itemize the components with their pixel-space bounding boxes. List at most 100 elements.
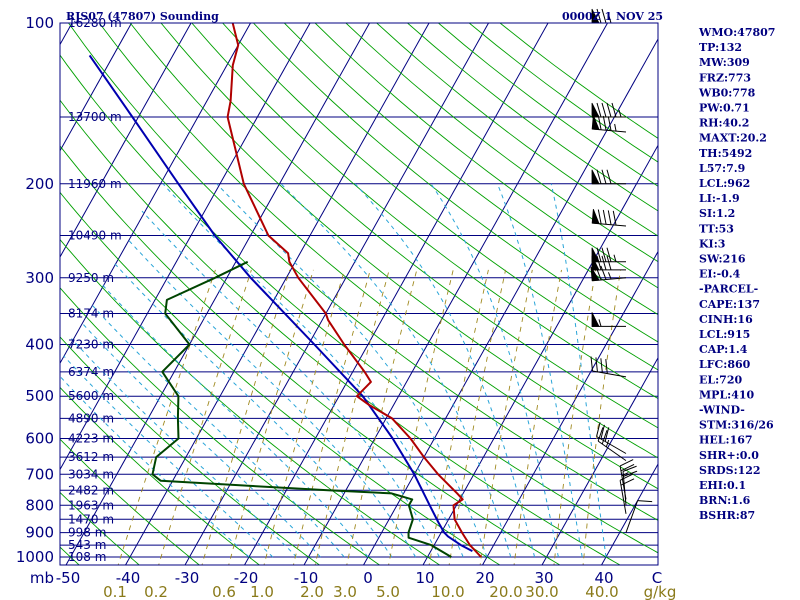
index-value: TH:5492 bbox=[699, 147, 752, 160]
sounding-profiles bbox=[88, 23, 482, 558]
temperature-tick-label: C bbox=[652, 569, 662, 587]
index-value: WMO:47807 bbox=[698, 26, 775, 39]
isotherm-line bbox=[60, 23, 252, 365]
height-tick-label: 2482 m bbox=[68, 483, 114, 497]
mixing-ratio-line bbox=[388, 269, 454, 565]
moist-adiabat-line bbox=[81, 322, 321, 558]
wind-barb bbox=[596, 422, 627, 454]
dry-adiabat-line bbox=[60, 386, 261, 565]
moist-adiabat-line bbox=[90, 303, 345, 558]
wind-barbs bbox=[590, 8, 653, 533]
mixing-ratio-line bbox=[428, 269, 489, 565]
dry-adiabat-line bbox=[60, 287, 381, 565]
isotherm-line bbox=[481, 250, 658, 565]
wind-barb bbox=[591, 102, 626, 118]
dry-adiabat-line bbox=[252, 23, 658, 343]
background-grid bbox=[60, 23, 658, 565]
index-value: EL:720 bbox=[699, 373, 742, 386]
mixing-ratio-line bbox=[314, 269, 390, 565]
mixing-ratio-tick-label: 2.0 bbox=[300, 583, 324, 600]
height-tick-label: 6374 m bbox=[68, 365, 114, 379]
mixing-ratio-tick-label: 0.1 bbox=[103, 583, 127, 600]
height-tick-label: 3034 m bbox=[68, 467, 114, 481]
index-value: SI:1.2 bbox=[699, 207, 735, 220]
dry-adiabat-line bbox=[345, 23, 658, 263]
isotherm-line bbox=[65, 23, 371, 565]
height-tick-label: 3612 m bbox=[68, 450, 114, 464]
mixing-ratio-tick-label: 30.0 bbox=[525, 583, 558, 600]
wind-barb bbox=[591, 114, 627, 133]
height-tick-label: 16280 m bbox=[68, 16, 122, 30]
temperature-tick-label: 20 bbox=[475, 569, 494, 587]
temperature-trace bbox=[226, 23, 482, 558]
pressure-tick-label: 1000 bbox=[16, 548, 54, 566]
moist-adiabat-line bbox=[71, 338, 297, 558]
dry-adiabat-line bbox=[60, 238, 441, 565]
wind-barb bbox=[625, 500, 653, 533]
index-value: L57:7.9 bbox=[699, 162, 745, 175]
mixing-ratio-tick-label: 1.0 bbox=[250, 583, 274, 600]
moist-adiabat-line bbox=[128, 239, 417, 558]
index-value: BSHR:87 bbox=[699, 509, 755, 522]
dry-adiabat-line bbox=[60, 54, 658, 554]
height-tick-label: 7230 m bbox=[68, 338, 114, 352]
index-value: LI:-1.9 bbox=[699, 192, 740, 205]
height-labels: 16280 m 13700 m 11960 m 10490 m 9250 m 8174 m… bbox=[68, 16, 122, 564]
mixing-ratio-line bbox=[346, 269, 418, 565]
isotherm-line bbox=[303, 23, 609, 565]
mixing-ratio-tick-label: 40.0 bbox=[585, 583, 618, 600]
moist-adiabat-line bbox=[60, 375, 250, 558]
temperature-axis-labels: mb -50 -40 -30 -20 -10 0 10 20 30 40 C bbox=[30, 569, 662, 587]
height-tick-label: 13700 m bbox=[68, 110, 122, 124]
index-value: FRZ:773 bbox=[699, 71, 751, 84]
dewpoint-trace bbox=[151, 260, 452, 558]
index-value: LCL:962 bbox=[699, 177, 750, 190]
mixing-ratio-line bbox=[158, 269, 252, 565]
wind-barb bbox=[591, 169, 626, 185]
isotherm-line bbox=[124, 23, 430, 565]
height-tick-label: 4890 m bbox=[68, 411, 114, 425]
pressure-tick-label: 800 bbox=[25, 496, 54, 514]
pressure-tick-label: 900 bbox=[25, 524, 54, 542]
wind-barb bbox=[590, 356, 627, 378]
index-value: WB0:778 bbox=[698, 86, 756, 99]
dry-adiabat-line bbox=[376, 23, 658, 237]
mixing-ratio-line bbox=[479, 269, 533, 565]
pressure-tick-label: 500 bbox=[25, 387, 54, 405]
wind-barb bbox=[591, 8, 626, 24]
temperature-tick-label: -20 bbox=[234, 569, 259, 587]
dry-adiabat-line bbox=[160, 23, 658, 429]
pressure-axis-labels: 100 200 300 400 500 600 700 800 900 1000 bbox=[16, 14, 54, 566]
isotherm-line bbox=[541, 356, 658, 565]
index-value: PW:0.71 bbox=[699, 102, 750, 115]
moist-adiabat-line bbox=[550, 183, 607, 558]
dry-adiabat-line bbox=[98, 23, 658, 490]
index-value: MPL:410 bbox=[699, 388, 755, 401]
index-value: CAPE:137 bbox=[699, 298, 760, 311]
temperature-tick-label: -50 bbox=[56, 569, 81, 587]
height-tick-label: 1470 m bbox=[68, 512, 114, 526]
mixing-ratio-tick-label: 10.0 bbox=[431, 583, 464, 600]
wind-barb bbox=[591, 312, 626, 327]
pressure-tick-label: 400 bbox=[25, 336, 54, 354]
index-value: SHR+:0.0 bbox=[699, 449, 759, 462]
height-tick-label: 8174 m bbox=[68, 307, 114, 321]
temperature-tick-label: 0 bbox=[363, 569, 373, 587]
temperature-tick-label: -10 bbox=[294, 569, 319, 587]
dry-adiabat-line bbox=[314, 23, 658, 289]
temperature-tick-label: 10 bbox=[415, 569, 434, 587]
moist-adiabat-line bbox=[63, 355, 274, 558]
isotherm-line bbox=[60, 23, 192, 259]
index-value: RH:40.2 bbox=[699, 117, 749, 130]
mixing-ratio-tick-label: g/kg bbox=[644, 583, 677, 600]
wind-barb bbox=[591, 255, 626, 271]
height-tick-label: 9250 m bbox=[68, 271, 114, 285]
index-value: TT:53 bbox=[699, 222, 734, 235]
mixing-ratio-tick-label: 0.2 bbox=[144, 583, 168, 600]
wind-barb bbox=[597, 427, 627, 462]
dry-adiabat-line bbox=[222, 23, 658, 371]
chart-time: 0000Z 1 NOV 25 bbox=[562, 10, 663, 23]
dry-adiabat-line bbox=[60, 145, 561, 565]
index-value: KI:3 bbox=[699, 237, 725, 250]
temperature-tick-label: -30 bbox=[175, 569, 200, 587]
